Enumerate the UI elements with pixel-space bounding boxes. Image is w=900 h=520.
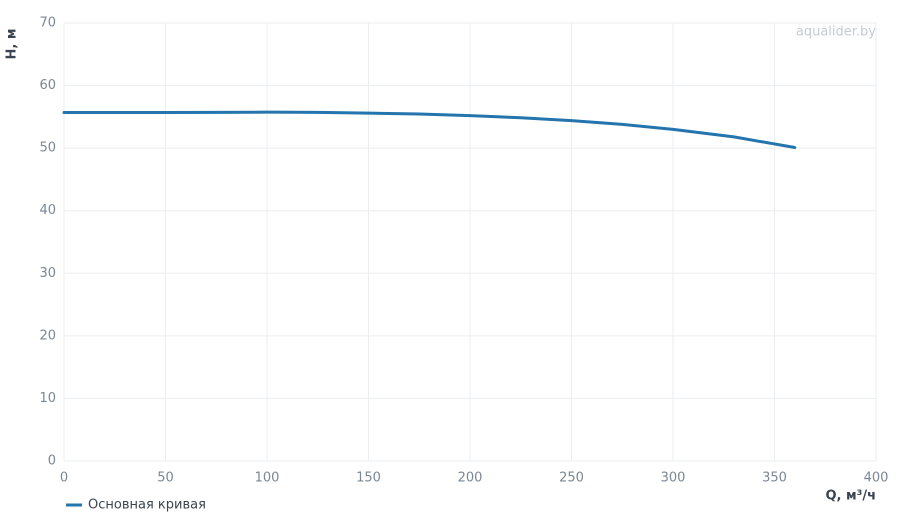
y-tick-label: 60 — [39, 78, 56, 93]
x-tick-label: 200 — [458, 471, 483, 486]
y-tick-label: 30 — [39, 266, 56, 281]
y-tick-label: 20 — [39, 328, 56, 343]
x-tick-label: 350 — [762, 471, 787, 486]
legend-label: Основная кривая — [88, 498, 206, 513]
x-tick-label: 300 — [661, 471, 686, 486]
x-tick-label: 250 — [559, 471, 584, 486]
data-line — [62, 110, 797, 150]
x-tick-label: 50 — [157, 471, 174, 486]
y-axis-title: H, м — [5, 29, 20, 60]
y-tick-label: 50 — [39, 141, 56, 156]
x-tick-label: 100 — [255, 471, 280, 486]
y-tick-label: 0 — [48, 454, 56, 469]
y-tick-label: 70 — [39, 16, 56, 31]
watermark: aqualider.by — [796, 25, 876, 40]
x-tick-label: 0 — [60, 471, 68, 486]
x-tick-label: 150 — [356, 471, 381, 486]
y-tick-label: 10 — [39, 391, 56, 406]
x-axis-title: Q, м³/ч — [825, 489, 876, 504]
y-tick-label: 40 — [39, 203, 56, 218]
x-tick-label: 400 — [864, 471, 889, 486]
